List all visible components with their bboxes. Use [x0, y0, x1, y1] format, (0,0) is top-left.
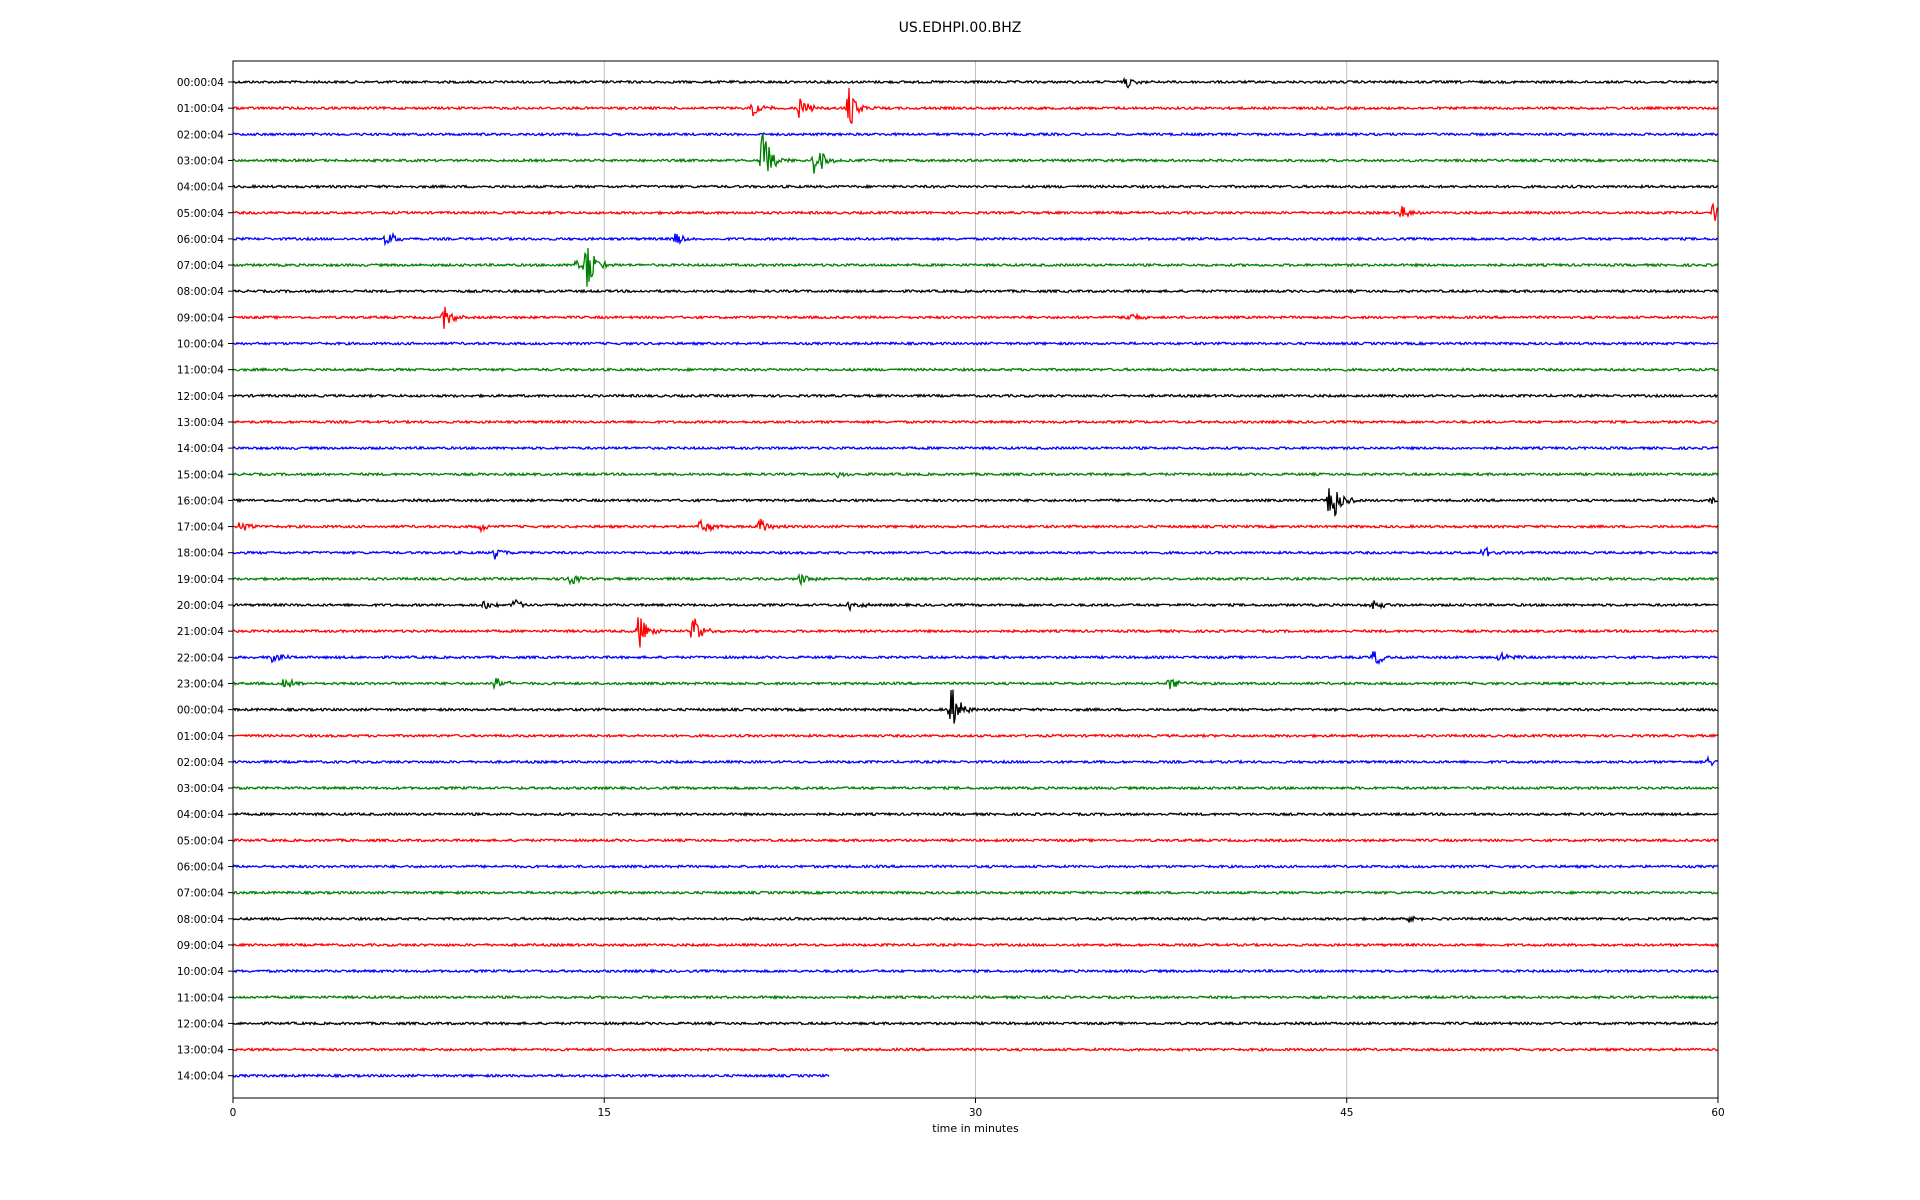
- row-label: 00:00:04: [177, 77, 224, 89]
- row-label: 10:00:04: [177, 339, 224, 351]
- trace-line: [232, 340, 1719, 347]
- x-tick-label: 45: [1340, 1107, 1353, 1119]
- trace-line: [232, 87, 1719, 124]
- trace-line: [232, 677, 1719, 691]
- row-label: 00:00:04: [177, 705, 224, 717]
- row-label: 21:00:04: [177, 626, 224, 638]
- trace-line: [232, 915, 1719, 924]
- trace-line: [232, 393, 1719, 399]
- row-label: 06:00:04: [177, 862, 224, 874]
- trace-line: [232, 419, 1719, 425]
- trace-line: [232, 518, 1719, 534]
- row-label: 13:00:04: [177, 1045, 224, 1057]
- trace-line: [232, 76, 1719, 89]
- row-label: 09:00:04: [177, 312, 224, 324]
- trace-line: [232, 968, 1719, 974]
- row-label: 05:00:04: [177, 208, 224, 220]
- trace-line: [232, 863, 1719, 870]
- row-label: 04:00:04: [177, 809, 224, 821]
- row-label: 14:00:04: [177, 1071, 224, 1083]
- row-label: 02:00:04: [177, 129, 224, 141]
- trace-line: [232, 131, 1719, 137]
- trace-line: [232, 306, 1719, 329]
- row-label: 14:00:04: [177, 443, 224, 455]
- row-label: 08:00:04: [177, 286, 224, 298]
- row-label: 05:00:04: [177, 835, 224, 847]
- row-label: 12:00:04: [177, 391, 224, 403]
- trace-line: [232, 754, 1719, 767]
- x-tick-label: 30: [969, 1107, 982, 1119]
- row-label: 03:00:04: [177, 155, 224, 167]
- x-tick-label: 15: [598, 1107, 611, 1119]
- trace-line: [232, 837, 1719, 844]
- trace-line: [232, 942, 1719, 948]
- trace-line: [232, 785, 1719, 791]
- row-label: 06:00:04: [177, 234, 224, 246]
- trace-line: [232, 546, 1719, 560]
- trace-line: [232, 732, 1719, 739]
- trace-line: [232, 617, 1719, 648]
- trace-line: [232, 131, 1719, 174]
- trace-line: [232, 183, 1719, 190]
- trace-line: [232, 689, 1719, 724]
- row-label: 15:00:04: [177, 469, 224, 481]
- row-label: 12:00:04: [177, 1018, 224, 1030]
- row-label: 18:00:04: [177, 548, 224, 560]
- row-label: 13:00:04: [177, 417, 224, 429]
- trace-line: [232, 573, 1719, 587]
- trace-line: [232, 288, 1719, 295]
- row-label: 01:00:04: [177, 731, 224, 743]
- trace-line: [232, 471, 1719, 479]
- trace-line: [232, 202, 1719, 221]
- row-label: 22:00:04: [177, 652, 224, 664]
- x-tick-label: 0: [230, 1107, 237, 1119]
- row-label: 02:00:04: [177, 757, 224, 769]
- row-label: 04:00:04: [177, 182, 224, 194]
- trace-line: [232, 488, 1719, 518]
- trace-line: [232, 598, 1719, 613]
- row-label: 07:00:04: [177, 260, 224, 272]
- trace-line: [232, 994, 1719, 1001]
- row-label: 20:00:04: [177, 600, 224, 612]
- row-label: 19:00:04: [177, 574, 224, 586]
- trace-line: [232, 811, 1719, 817]
- row-label: 10:00:04: [177, 966, 224, 978]
- row-label: 03:00:04: [177, 783, 224, 795]
- row-label: 17:00:04: [177, 522, 224, 534]
- trace-line: [232, 1073, 830, 1079]
- x-tick-label: 60: [1711, 1107, 1724, 1119]
- trace-line: [232, 231, 1719, 247]
- trace-line: [232, 445, 1719, 451]
- trace-line: [232, 650, 1719, 666]
- trace-line: [232, 1046, 1719, 1053]
- x-axis-label: time in minutes: [932, 1122, 1019, 1135]
- row-label: 09:00:04: [177, 940, 224, 952]
- chart-title: US.EDHPI.00.BHZ: [898, 20, 1022, 36]
- row-label: 11:00:04: [177, 992, 224, 1004]
- row-label: 07:00:04: [177, 888, 224, 900]
- trace-line: [232, 366, 1719, 373]
- row-label: 08:00:04: [177, 914, 224, 926]
- row-label: 11:00:04: [177, 365, 224, 377]
- row-label: 23:00:04: [177, 678, 224, 690]
- trace-line: [232, 889, 1719, 896]
- row-label: 16:00:04: [177, 495, 224, 507]
- row-label: 01:00:04: [177, 103, 224, 115]
- trace-line: [232, 1020, 1719, 1027]
- trace-line: [232, 247, 1719, 287]
